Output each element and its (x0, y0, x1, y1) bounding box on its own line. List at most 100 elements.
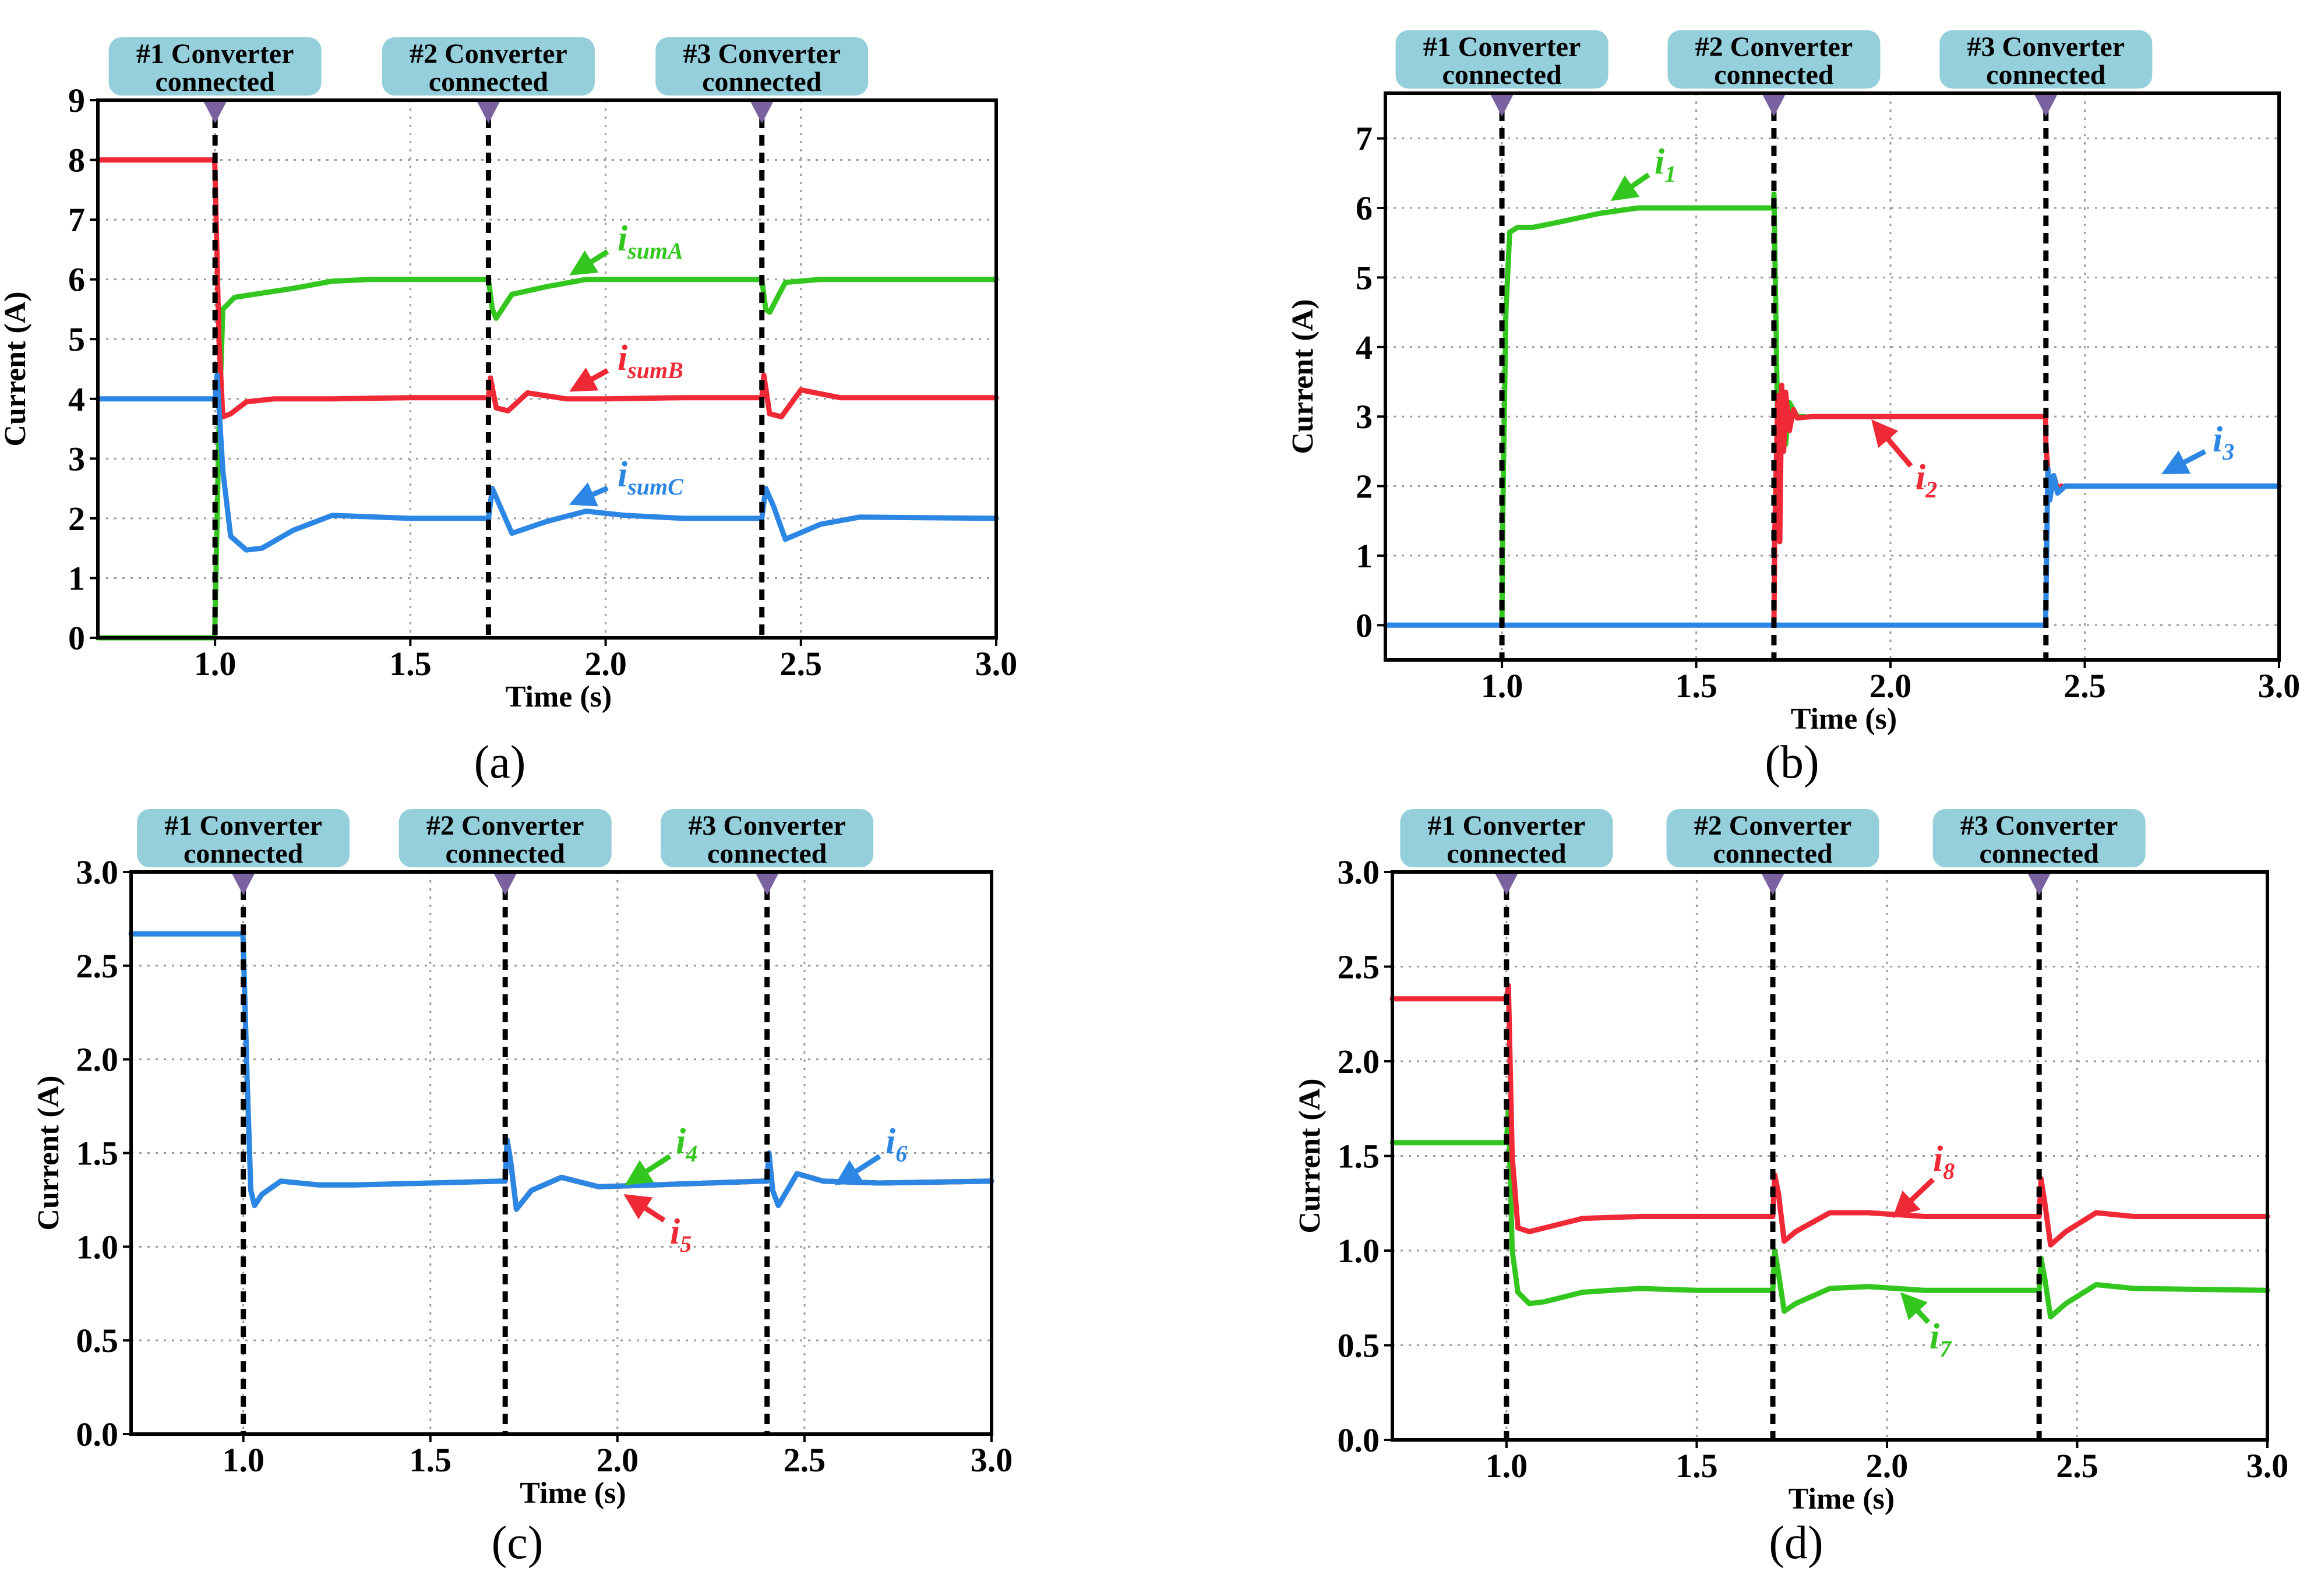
y-tick-label: 5 (1356, 259, 1373, 296)
y-tick-label: 2.0 (76, 1041, 119, 1079)
y-tick-label: 7 (68, 201, 85, 239)
y-tick-label: 3 (68, 440, 85, 478)
plot-area (98, 100, 996, 638)
label-arrow-isumC (569, 482, 609, 507)
x-tick-label: 1.5 (1675, 667, 1717, 705)
event-banner-line2: connected (702, 66, 822, 97)
plot-area (1392, 872, 2267, 1440)
series-label-isumB: isumB (618, 338, 683, 383)
event-banner-line2: connected (1447, 838, 1567, 869)
series-line-i3 (1382, 466, 2282, 628)
event-banner-line1: #1 Converter (1423, 31, 1581, 62)
event-marker (475, 99, 502, 123)
x-tick-label: 1.5 (409, 1441, 451, 1479)
event-banner (108, 37, 322, 96)
event-banner-line1: #3 Converter (688, 810, 846, 841)
event-banner (1666, 809, 1879, 867)
x-tick-label: 3.0 (2258, 667, 2301, 705)
y-tick-label: 1.0 (1338, 1232, 1380, 1270)
series-label-i2: i2 (1916, 458, 1937, 503)
label-arrow-i1 (1610, 172, 1650, 202)
series-label-isumC: isumC (618, 455, 684, 500)
y-axis-label: Current (A) (32, 1075, 65, 1230)
x-axis-label: Time (s) (520, 1477, 626, 1510)
y-tick-label: 3.0 (1338, 853, 1380, 891)
event-banner-line2: connected (707, 838, 827, 869)
y-tick-label: 1.5 (1338, 1138, 1380, 1175)
event-marker (1761, 92, 1787, 116)
event-banner (655, 37, 869, 96)
event-marker (749, 99, 775, 123)
event-banner-line2: connected (155, 66, 275, 97)
event-marker (754, 871, 780, 895)
y-tick-label: 1.5 (76, 1135, 119, 1173)
y-tick-label: 1 (1356, 537, 1373, 575)
x-tick-label: 2.0 (1866, 1447, 1909, 1485)
y-axis-label: Current (A) (1286, 299, 1320, 454)
x-axis-label: Time (s) (1789, 1482, 1895, 1516)
panel-label: (a) (474, 737, 526, 788)
plot-frame (1384, 91, 2281, 662)
label-arrow-i4 (625, 1154, 672, 1185)
series-line-isumA (95, 277, 999, 641)
event-banner-line1: #2 Converter (1694, 810, 1852, 841)
label-arrow-i3 (2161, 449, 2207, 475)
x-tick-label: 1.5 (389, 645, 432, 683)
x-tick-label: 2.0 (597, 1441, 639, 1479)
plot-frame (96, 98, 998, 640)
plot-area (1385, 93, 2279, 660)
y-tick-label: 1 (68, 559, 85, 597)
event-banner-line1: #3 Converter (1967, 31, 2125, 62)
panel-label: (c) (492, 1517, 544, 1569)
event-banner-line2: connected (1986, 59, 2106, 90)
event-banner (1667, 30, 1881, 89)
event-banner-line1: #3 Converter (683, 38, 841, 69)
event-banner-line1: #2 Converter (1695, 31, 1853, 62)
y-tick-label: 2.0 (1338, 1043, 1380, 1081)
label-arrow-i6 (834, 1154, 881, 1185)
event-banner-line1: #1 Converter (136, 38, 294, 69)
event-banner (661, 809, 874, 867)
y-tick-label: 1.0 (76, 1228, 119, 1266)
series-label-i5: i5 (670, 1212, 692, 1257)
x-tick-label: 2.0 (1869, 667, 1912, 705)
event-marker (2033, 92, 2059, 116)
event-banner-line1: #2 Converter (410, 38, 567, 69)
event-banner-line1: #1 Converter (1428, 810, 1586, 841)
x-tick-label: 2.5 (784, 1441, 826, 1479)
event-banner-line1: #3 Converter (1960, 810, 2118, 841)
event-banner-line2: connected (1713, 838, 1833, 869)
label-arrow-i8 (1892, 1177, 1935, 1219)
event-marker (2026, 871, 2052, 895)
label-arrow-i7 (1900, 1292, 1931, 1325)
y-axis-label: Current (A) (1293, 1078, 1327, 1233)
y-tick-label: 3.0 (76, 853, 119, 891)
x-axis-label: Time (s) (1791, 702, 1897, 736)
event-marker (1489, 92, 1515, 116)
y-axis-label: Current (A) (0, 291, 32, 446)
event-marker (202, 99, 228, 123)
x-tick-label: 1.0 (194, 645, 237, 683)
event-banner-line1: #1 Converter (164, 810, 322, 841)
y-tick-label: 6 (1356, 189, 1373, 227)
series-line-isumB (95, 157, 999, 419)
event-marker (492, 871, 518, 895)
y-tick-label: 3 (1356, 398, 1373, 436)
label-arrow-i5 (623, 1194, 666, 1223)
y-tick-label: 2 (1356, 468, 1373, 506)
y-tick-label: 2.5 (76, 947, 119, 985)
x-tick-label: 2.0 (584, 645, 627, 683)
event-banner-line2: connected (1442, 59, 1562, 90)
event-banner (1395, 30, 1608, 89)
event-banner (1939, 30, 2153, 89)
x-tick-label: 2.5 (780, 645, 823, 683)
x-tick-label: 1.0 (1486, 1447, 1528, 1485)
panel-label: (b) (1765, 737, 1819, 788)
series-label-i6: i6 (886, 1122, 907, 1167)
y-tick-label: 2 (68, 500, 85, 538)
y-tick-label: 7 (1356, 120, 1373, 158)
y-tick-label: 4 (68, 380, 85, 418)
event-banner-line2: connected (446, 838, 566, 869)
